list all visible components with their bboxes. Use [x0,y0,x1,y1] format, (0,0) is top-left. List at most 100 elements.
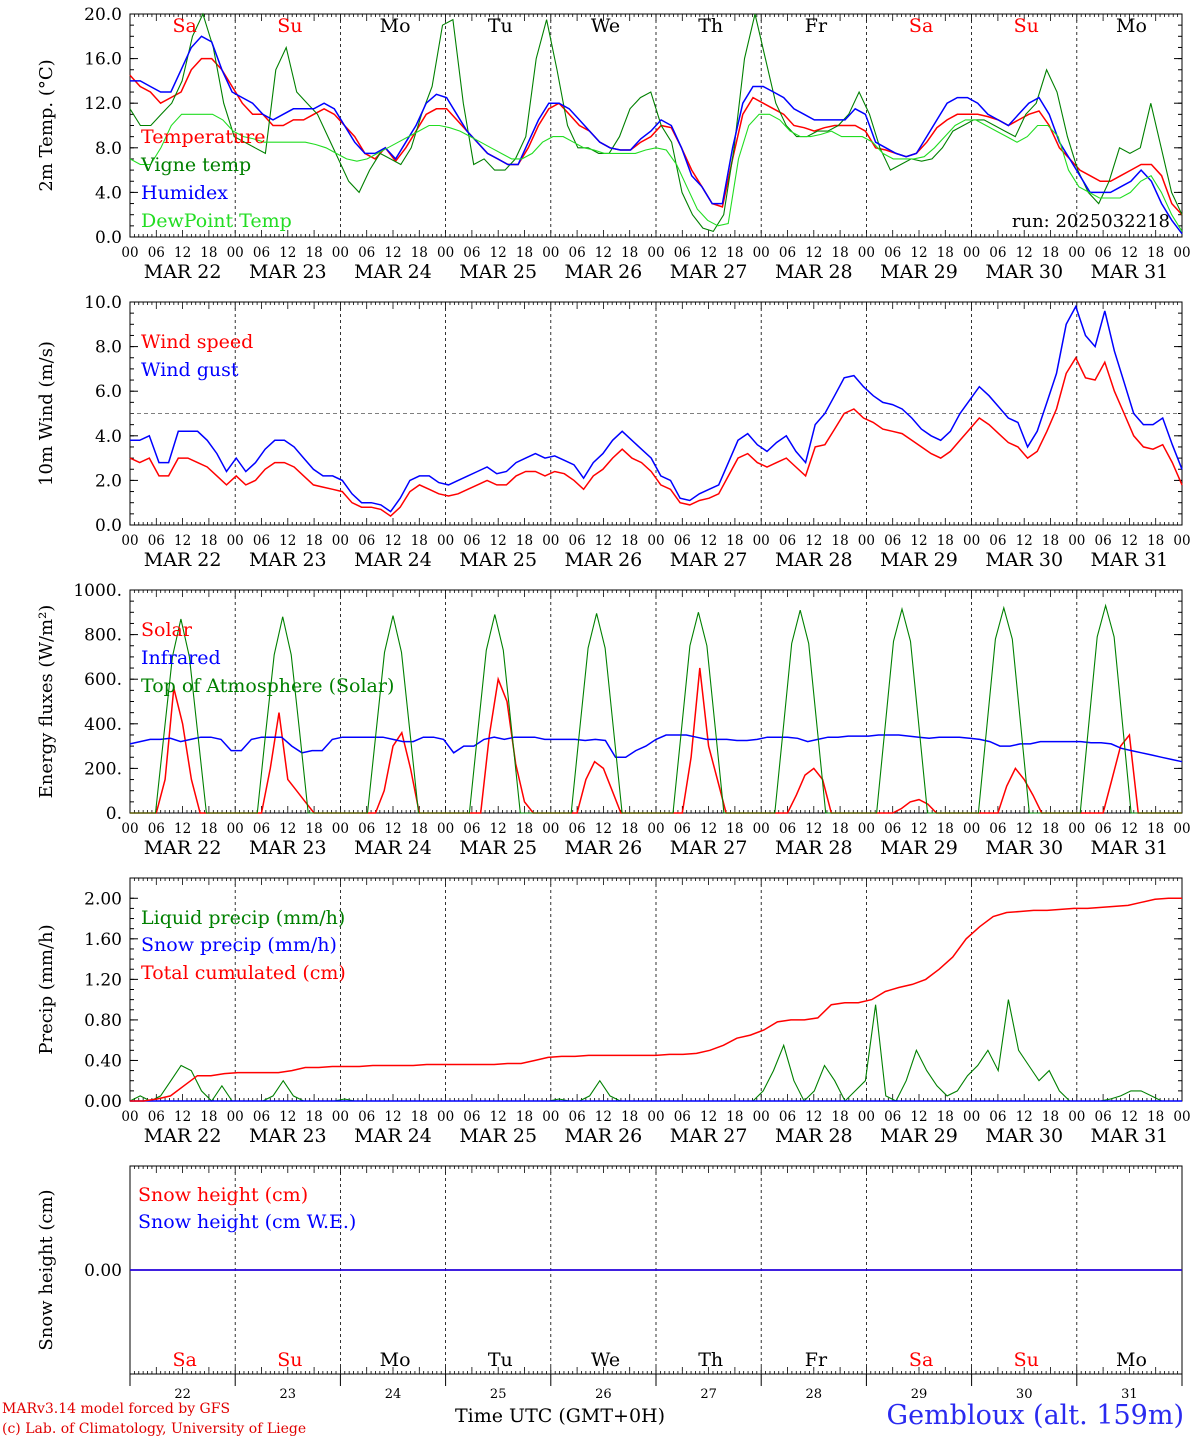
hour-tick-label: 18 [516,245,533,261]
y-tick-label: 0. [106,804,122,824]
legend-entry: Solar [141,619,193,641]
date-label: MAR 24 [354,549,432,571]
y-tick-label: 2.00 [84,889,122,909]
hour-tick-label: 12 [1016,245,1033,261]
hour-tick-label: 18 [621,533,638,549]
hour-tick-label: 06 [1095,533,1112,549]
hour-tick-label: 12 [1121,245,1138,261]
hour-tick-label: 06 [569,533,586,549]
hour-tick-label: 12 [1121,821,1138,837]
date-label: MAR 25 [459,549,537,571]
series-line-wind-gust [130,304,1183,513]
hour-tick-label: 00 [332,1109,349,1125]
hour-tick-label: 18 [832,821,849,837]
hour-tick-label: 18 [937,1109,954,1125]
legend-entry: Total cumulated (cm) [141,962,346,984]
hour-tick-label: 06 [884,1109,901,1125]
hour-tick-label: 18 [726,245,743,261]
y-tick-label: 8.0 [95,139,122,159]
y-tick-label: 0.40 [84,1051,122,1071]
hour-tick-label: 00 [647,533,664,549]
legend-entry: Vigne temp [140,154,251,176]
hour-tick-label: 12 [910,245,927,261]
hour-tick-label: 00 [121,821,138,837]
hour-tick-label: 00 [753,821,770,837]
legend-entry: Top of Atmosphere (Solar) [141,675,394,697]
hour-tick-label: 00 [542,245,559,261]
date-label: MAR 31 [1091,837,1169,859]
hour-tick-label: 06 [463,245,480,261]
hour-tick-label: 00 [437,245,454,261]
legend-entry: Infrared [141,647,221,669]
hour-tick-label: 12 [490,821,507,837]
hour-tick-label: 18 [1042,533,1059,549]
hour-tick-label: 12 [805,533,822,549]
hour-tick-label: 12 [279,1109,296,1125]
hour-tick-label: 18 [1042,245,1059,261]
date-label: MAR 23 [249,261,327,283]
day-number-label: 25 [490,1387,507,1402]
hour-tick-label: 06 [884,245,901,261]
hour-tick-label: 18 [306,245,323,261]
hour-tick-label: 00 [121,1109,138,1125]
legend-entry: Snow precip (mm/h) [141,934,337,956]
y-tick-label: 0.00 [84,1261,122,1281]
y-tick-label: 20.0 [84,5,122,25]
legend-entry: Snow height (cm W.E.) [138,1211,356,1233]
date-label: MAR 22 [144,1125,222,1147]
hour-tick-label: 12 [384,1109,401,1125]
hour-tick-label: 06 [1095,245,1112,261]
hour-tick-label: 18 [200,245,217,261]
weekday-label: Su [277,15,302,37]
hour-tick-label: 12 [700,821,717,837]
date-label: MAR 22 [144,549,222,571]
day-number-label: 31 [1121,1387,1138,1402]
hour-tick-label: 06 [253,533,270,549]
hour-tick-label: 00 [753,533,770,549]
y-tick-label: 1.60 [84,930,122,950]
hour-tick-label: 00 [542,821,559,837]
y-tick-label: 8.0 [95,338,122,358]
hour-tick-label: 18 [832,1109,849,1125]
day-number-label: 28 [806,1387,823,1402]
weekday-label: Mo [1116,1349,1147,1371]
hour-tick-label: 06 [1095,821,1112,837]
hour-tick-label: 12 [595,821,612,837]
hour-tick-label: 06 [674,821,691,837]
hour-tick-label: 12 [805,821,822,837]
date-label: MAR 25 [459,1125,537,1147]
weekday-label: Fr [805,15,828,37]
weekday-label: Sa [909,1349,933,1371]
hour-tick-label: 18 [1147,533,1164,549]
weekday-label: Fr [805,1349,828,1371]
date-label: MAR 22 [144,837,222,859]
hour-tick-label: 00 [963,1109,980,1125]
hour-tick-label: 06 [779,1109,796,1125]
y-tick-label: 0.80 [84,1011,122,1031]
hour-tick-label: 12 [1016,821,1033,837]
y-tick-label: 0.00 [84,1092,122,1112]
lab-credit: (c) Lab. of Climatology, University of L… [2,1421,307,1437]
hour-tick-label: 18 [832,245,849,261]
date-label: MAR 26 [565,837,643,859]
hour-tick-label: 18 [200,533,217,549]
hour-tick-label: 00 [1068,1109,1085,1125]
hour-tick-label: 12 [910,1109,927,1125]
day-number-label: 24 [385,1387,402,1402]
series-line-infrared [129,734,1183,763]
hour-tick-label: 00 [858,1109,875,1125]
day-number-label: 27 [700,1387,717,1402]
hour-tick-label: 18 [200,821,217,837]
hour-tick-label: 06 [569,821,586,837]
hour-tick-label: 06 [463,821,480,837]
legend-entry: Liquid precip (mm/h) [141,907,345,929]
hour-tick-label: 06 [674,1109,691,1125]
hour-tick-label: 00 [542,533,559,549]
hour-tick-label: 18 [937,533,954,549]
date-label: MAR 30 [985,549,1063,571]
weekday-label: Th [698,1349,723,1371]
weekday-label: Su [1014,15,1039,37]
hour-tick-label: 12 [279,245,296,261]
hour-tick-label: 00 [647,245,664,261]
